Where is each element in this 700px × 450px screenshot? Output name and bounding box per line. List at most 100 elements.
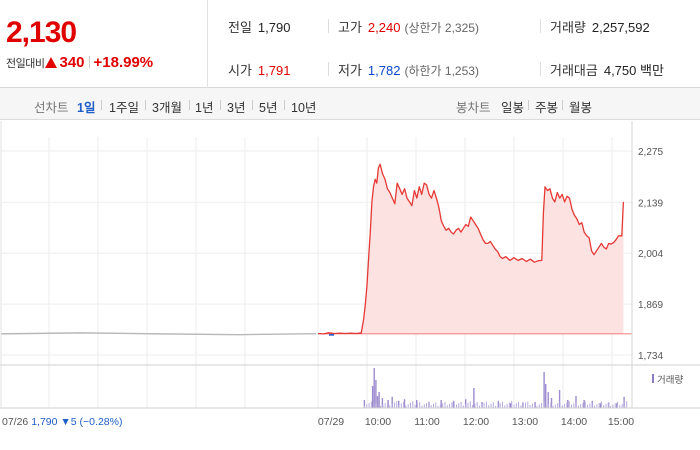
price-chart[interactable]: 2,275 2,139 2,004 1,869 1,734 거래량 07/29 10:00 11… [0,121,700,450]
x-tick-label: 12:00 [463,416,489,428]
line-chart-title: 선차트 [34,101,69,115]
volume-bar [488,405,490,408]
volume-cell: 거래량 2,257,592 [550,17,650,36]
volume-label: 거래량 [550,20,586,35]
volume-bar [370,401,372,408]
period-1w[interactable]: 1주일 [109,101,139,115]
prev-day-info: 07/26 1,790 ▼5 (−0.28%) [2,416,122,428]
volume-bar [380,405,382,408]
volume-bar [377,402,379,408]
y-tick-label: 2,275 [638,147,663,158]
volume-bar [582,402,584,408]
price-area [0,163,632,336]
quote-header: 2,130 전일대비 340 +18.99% 전일 1,790 고가 2,240 (상한가… [0,0,700,88]
volume-bar [534,402,536,408]
volume-bar [485,401,487,408]
volume-bar [548,403,549,408]
volume-bar [472,404,474,408]
x-tick-label: 15:00 [608,416,634,428]
volume-bar [439,404,441,408]
volume-bar [584,401,586,408]
volume-bar [398,400,400,408]
change-value: 340 [59,54,85,71]
amount-value: 4,750 백만 [603,63,664,78]
volume-bar [375,380,377,408]
current-price: 2,130 [6,16,77,49]
x-tick-label: 13:00 [512,416,538,428]
period-1d[interactable]: 1일 [77,101,96,115]
volume-bar [502,401,503,408]
volume-value: 2,257,592 [591,20,650,35]
period-5y[interactable]: 5년 [259,101,278,115]
volume-bar [465,404,467,408]
period-3y[interactable]: 3년 [227,101,246,115]
volume-bar [407,404,409,408]
volume-bar [571,404,572,408]
period-10y[interactable]: 10년 [291,101,317,115]
volume-bar [368,402,370,408]
volume-bar [600,401,602,408]
volume-bar [490,403,492,408]
high-cell: 고가 2,240 (상한가 2,325) [338,17,479,36]
low-value: 1,782 [367,63,401,78]
volume-bar [554,404,556,408]
divider [284,100,285,110]
volume-bar [476,402,478,408]
period-weekly[interactable]: 주봉 [535,101,559,115]
y-tick-label: 1,869 [638,300,663,311]
volume-bar [452,400,455,408]
volume-bar [575,402,577,408]
change-row: 전일대비 340 +18.99% [6,54,153,71]
volume-bar [568,401,570,408]
volume-bar [504,405,506,408]
volume-bar [391,403,393,408]
amount-label: 거래대금 [550,63,598,78]
volume-bar [449,403,451,408]
divider [252,100,253,110]
volume-bar [469,401,471,408]
open-label: 시가 [228,63,252,78]
volume-bar [508,402,510,408]
volume-bar [474,403,476,408]
divider [540,62,541,76]
volume-bar [373,405,375,408]
volume-bar [440,400,442,408]
volume-bar [456,404,457,408]
volume-bar [529,405,531,408]
volume-bar [552,406,554,408]
volume-bar [614,403,616,408]
chart-axes [0,121,700,409]
period-1y[interactable]: 1년 [195,101,214,115]
volume-bar [564,404,566,408]
volume-bars [363,368,628,408]
chart-period-bar: 선차트 1일 1주일 3개월 1년 3년 5년 10년 봉차트 일봉 주봉 월봉 [0,88,700,120]
prev-close-value: 1,790 [257,20,291,35]
volume-bar [430,405,432,408]
high-label: 고가 [338,20,362,35]
period-daily[interactable]: 일봉 [501,101,525,115]
volume-bar [378,392,380,408]
volume-bar [426,402,428,408]
low-cell: 저가 1,782 (하한가 1,253) [338,60,479,79]
upper-limit: (상한가 2,325) [404,21,479,35]
period-monthly[interactable]: 월봉 [569,101,593,115]
volume-bar [610,406,612,408]
volume-bar [591,402,593,408]
open-cell: 시가 1,791 [228,60,290,79]
x-tick-label: 10:00 [365,416,391,428]
volume-bar [616,403,618,408]
volume-bar [619,405,621,408]
period-3m[interactable]: 3개월 [152,101,182,115]
volume-bar [435,402,437,408]
volume-bar [559,401,561,408]
volume-bar [453,401,455,408]
volume-bar [373,368,375,408]
volume-bar [366,404,368,408]
x-tick-label: 11:00 [414,416,440,428]
volume-bar [437,405,439,408]
volume-bar [573,403,575,408]
candle-chart-title: 봉차트 [456,101,491,115]
volume-bar [446,405,448,408]
volume-bar [626,401,628,408]
